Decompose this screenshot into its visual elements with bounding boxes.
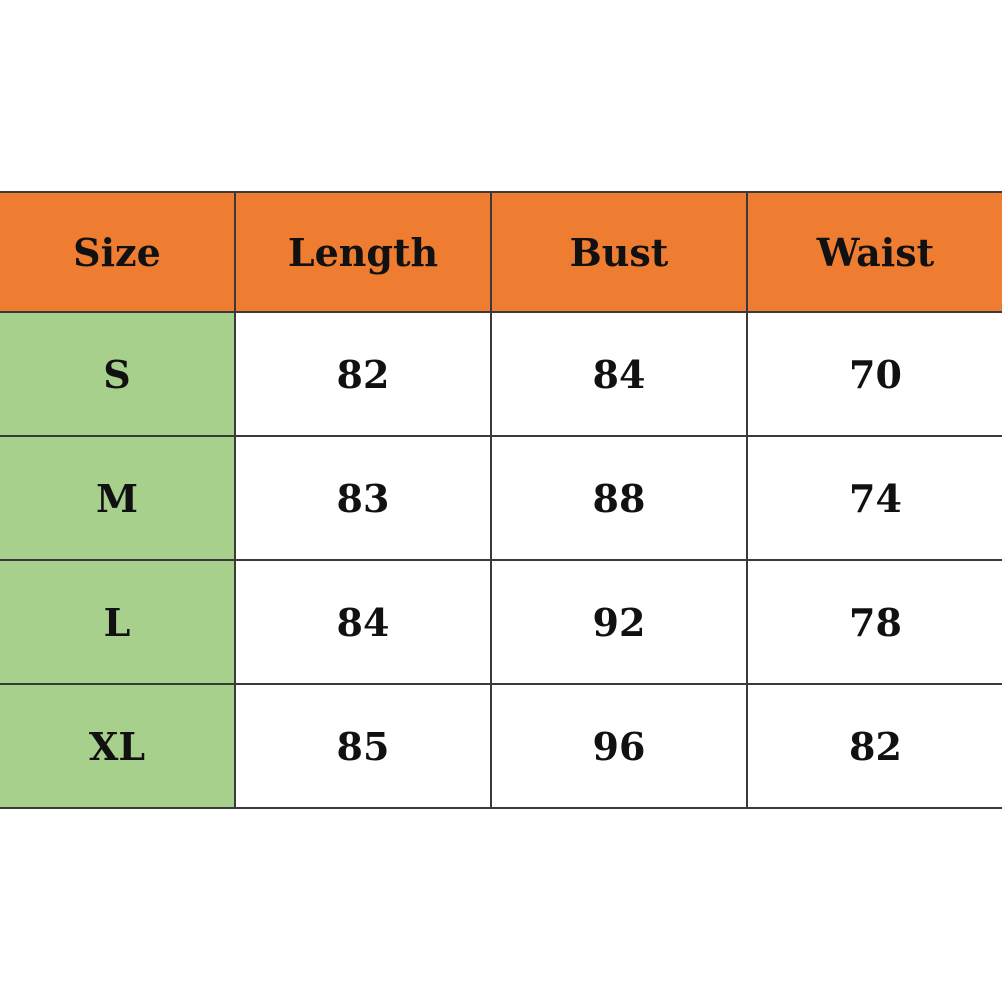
size-cell: XL bbox=[0, 683, 236, 809]
size-cell: S bbox=[0, 311, 236, 437]
length-cell: 82 bbox=[234, 311, 492, 437]
waist-cell: 70 bbox=[746, 311, 1002, 437]
bust-cell: 96 bbox=[490, 683, 748, 809]
bust-cell: 88 bbox=[490, 435, 748, 561]
length-cell: 84 bbox=[234, 559, 492, 685]
bust-cell: 84 bbox=[490, 311, 748, 437]
size-chart-table: Size Length Bust Waist S 82 84 70 M 83 8… bbox=[0, 191, 1002, 809]
size-cell: L bbox=[0, 559, 236, 685]
length-cell: 85 bbox=[234, 683, 492, 809]
header-bust: Bust bbox=[490, 191, 748, 313]
table-row: M 83 88 74 bbox=[0, 435, 1002, 561]
waist-cell: 82 bbox=[746, 683, 1002, 809]
waist-cell: 78 bbox=[746, 559, 1002, 685]
bust-cell: 92 bbox=[490, 559, 748, 685]
length-cell: 83 bbox=[234, 435, 492, 561]
table-row: XL 85 96 82 bbox=[0, 683, 1002, 809]
waist-cell: 74 bbox=[746, 435, 1002, 561]
header-length: Length bbox=[234, 191, 492, 313]
table-row: L 84 92 78 bbox=[0, 559, 1002, 685]
table-row: S 82 84 70 bbox=[0, 311, 1002, 437]
header-row: Size Length Bust Waist bbox=[0, 191, 1002, 313]
header-size: Size bbox=[0, 191, 236, 313]
size-cell: M bbox=[0, 435, 236, 561]
header-waist: Waist bbox=[746, 191, 1002, 313]
